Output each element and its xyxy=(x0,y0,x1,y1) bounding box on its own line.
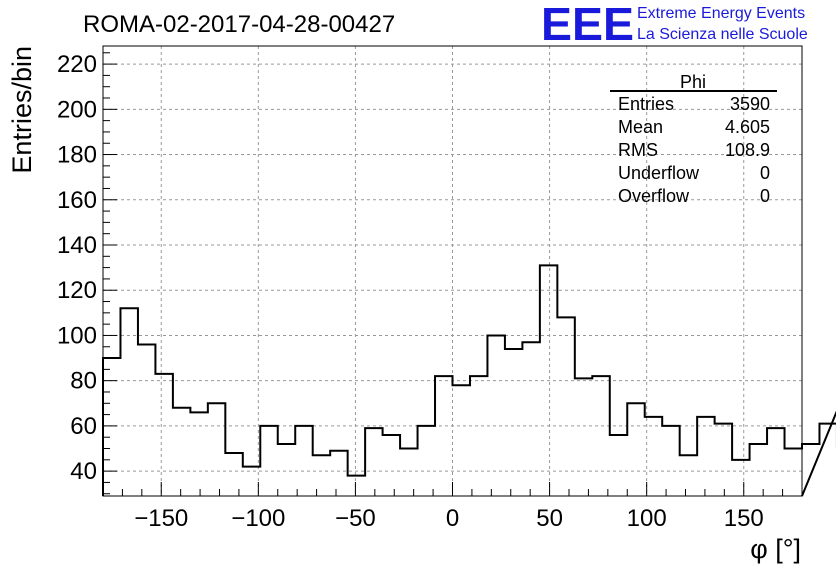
chart-title: ROMA-02-2017-04-28-00427 xyxy=(83,11,395,38)
stats-row-label: Entries xyxy=(618,94,674,114)
x-axis-label: φ [°] xyxy=(750,534,801,564)
x-tick-label: 50 xyxy=(536,505,563,532)
y-tick-label: 180 xyxy=(57,142,97,169)
y-tick-label: 40 xyxy=(70,458,97,485)
stats-box-title: Phi xyxy=(680,72,706,92)
y-axis-ticks: 40 60 80 100 120 140 160 180 200 220 xyxy=(57,51,117,495)
eee-logo: EEE xyxy=(541,0,634,50)
y-axis-label: Entries/bin xyxy=(7,46,37,174)
y-tick-label: 60 xyxy=(70,413,97,440)
x-tick-label: 100 xyxy=(627,505,667,532)
stats-box: Phi Entries 3590 Mean 4.605 RMS 108.9 Underflo… xyxy=(610,72,777,206)
grid-lines xyxy=(103,46,802,496)
stats-row-value: 108.9 xyxy=(725,140,770,160)
stats-row-value: 0 xyxy=(760,163,770,183)
stats-row-label: Mean xyxy=(618,117,663,137)
y-tick-label: 100 xyxy=(57,322,97,349)
stats-row-value: 0 xyxy=(760,186,770,206)
y-tick-label: 160 xyxy=(57,187,97,214)
x-tick-label: 0 xyxy=(446,505,459,532)
logo-line-2: La Scienza nelle Scuole xyxy=(637,26,808,43)
y-tick-label: 220 xyxy=(57,51,97,78)
logo-line-1: Extreme Energy Events xyxy=(637,5,805,22)
y-tick-label: 120 xyxy=(57,277,97,304)
x-tick-label: 150 xyxy=(724,505,764,532)
stats-row-label: Overflow xyxy=(618,186,690,206)
x-tick-label: −100 xyxy=(231,505,285,532)
y-tick-label: 200 xyxy=(57,96,97,123)
x-tick-label: −150 xyxy=(134,505,188,532)
stats-row-value: 3590 xyxy=(730,94,770,114)
x-tick-label: −50 xyxy=(335,505,376,532)
histogram-outline xyxy=(102,264,836,497)
x-axis-ticks: −150 −100 −50 0 50 100 150 xyxy=(102,482,803,532)
y-tick-label: 140 xyxy=(57,232,97,259)
stats-row-label: RMS xyxy=(618,140,658,160)
y-tick-label: 80 xyxy=(70,368,97,395)
stats-row-value: 4.605 xyxy=(725,117,770,137)
stats-row-label: Underflow xyxy=(618,163,700,183)
